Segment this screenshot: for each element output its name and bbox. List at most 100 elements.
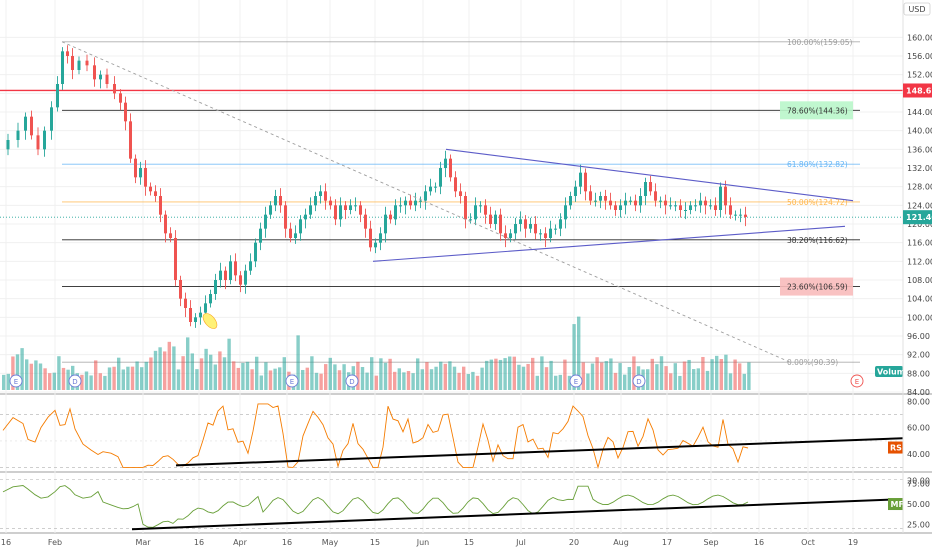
price-tick-label: 152.00 (907, 71, 932, 80)
mf-line (2, 485, 749, 528)
volume-bar (724, 354, 728, 390)
candle-body (294, 233, 297, 238)
volume-bar (305, 367, 309, 390)
candle-body (629, 200, 632, 202)
candle-body (439, 168, 442, 187)
rsi-tick-label: 80.00 (907, 397, 930, 406)
candle-body (244, 270, 247, 285)
volume-bar (328, 357, 332, 390)
candle-body (264, 214, 267, 229)
volume-bar (172, 346, 176, 390)
volume-bar (218, 351, 222, 390)
volume-bar (742, 373, 746, 390)
candle-body (319, 191, 322, 196)
volume-bar (535, 375, 539, 390)
candle-body (544, 233, 547, 238)
time-tick-label: 16 (1, 538, 11, 547)
volume-bar (278, 367, 282, 390)
candle-body (364, 214, 367, 229)
time-axis[interactable]: 16 Feb Mar 16 Apr 16 May 15 Jun 15 Jul 20 Aug 17 Sep 16… (1, 538, 858, 547)
candle-body (129, 121, 132, 159)
candle-body (209, 294, 212, 304)
candle-body (574, 186, 577, 196)
event-marker-label: E (290, 378, 294, 386)
time-tick-label: 16 (194, 538, 204, 547)
volume-bar (549, 360, 553, 390)
price-tick-label: 100.00 (907, 313, 932, 322)
candle-body (744, 214, 747, 217)
triangle-upper-line (445, 148, 854, 202)
resistance-price-label: 148.61 (906, 86, 932, 95)
price-axis[interactable]: 160.00156.00152.00148.00144.00140.00136.… (903, 33, 932, 529)
time-tick-label: Jun (416, 538, 430, 547)
volume-bar (126, 366, 130, 390)
volume-bar (434, 366, 438, 390)
candle-body (649, 182, 652, 192)
mf-label: MF (891, 500, 904, 509)
volume-bar (241, 362, 245, 390)
volume-bar (250, 369, 254, 390)
time-tick-label: 17 (662, 538, 672, 547)
volume-bar (669, 373, 673, 390)
volume-bar (383, 362, 388, 390)
volume-bar (393, 371, 397, 390)
candle-body (624, 200, 627, 206)
fib-label-highlight (780, 277, 853, 296)
candle-body (584, 172, 587, 192)
candle-body (50, 107, 53, 131)
money-flow-pane[interactable]: MF (0, 479, 904, 531)
volume-bar (512, 356, 516, 390)
candle-body (77, 60, 81, 70)
candle-body (634, 200, 637, 206)
mf-tick-label: 50.00 (907, 500, 930, 509)
candle-body (534, 224, 537, 234)
volume-bar (245, 361, 250, 390)
volume-bar (425, 362, 429, 390)
candle-body (224, 270, 227, 280)
currency-label: USD (908, 5, 925, 14)
volume-bar (632, 356, 636, 390)
candle-body (699, 200, 702, 206)
volume-bar (485, 360, 489, 390)
price-tick-label: 160.00 (907, 33, 932, 42)
volume-bar (733, 359, 737, 390)
volume-bar (6, 373, 10, 390)
event-marker (850, 374, 864, 388)
price-tick-label: 108.00 (907, 276, 932, 285)
volume-bar (337, 370, 342, 390)
volume-bar (158, 347, 162, 390)
candle-body (709, 205, 712, 207)
candle-body (43, 130, 46, 150)
candle-body (404, 200, 407, 206)
volume-bar (264, 362, 268, 390)
volume-bar (710, 359, 714, 390)
volume-bar (66, 369, 70, 390)
candle-body (204, 303, 207, 313)
candle-body (449, 158, 452, 178)
candle-body (599, 196, 602, 201)
candle-body (56, 84, 59, 108)
volume-bar (521, 366, 526, 390)
candle-body (85, 60, 89, 66)
volume-bar (213, 364, 217, 390)
candle-body (739, 214, 742, 216)
candle-body (694, 205, 697, 207)
candle-body (374, 242, 377, 248)
candle-body (489, 214, 492, 224)
candle-body (199, 312, 202, 318)
volume-bar (360, 367, 365, 390)
rsi-trendline (175, 437, 904, 467)
volume-bar (600, 362, 604, 390)
trend-drawings[interactable] (61, 41, 854, 363)
candle-body (254, 242, 257, 262)
volume-bar (586, 373, 590, 390)
volume-bar (554, 375, 558, 390)
volume-bar (452, 366, 457, 390)
rsi-pane[interactable]: RSI (0, 403, 905, 470)
volume-bar (595, 357, 599, 390)
highlight-ellipse (202, 313, 218, 329)
volume-bar (577, 316, 581, 390)
candle-body (639, 196, 642, 206)
